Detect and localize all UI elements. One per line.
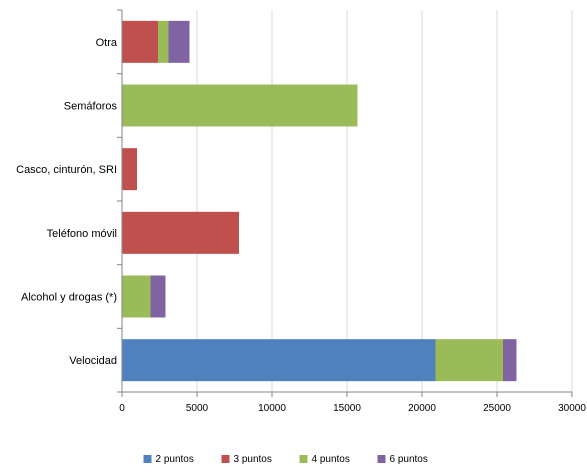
legend-label: 3 puntos — [234, 454, 272, 465]
bar-segment — [122, 148, 137, 191]
bar-segment — [435, 339, 503, 382]
x-tick-label: 25000 — [483, 403, 511, 414]
x-tick-label: 15000 — [333, 403, 361, 414]
category-label: Otra — [96, 37, 118, 49]
axes-group — [117, 9, 573, 397]
bar-segment — [122, 275, 151, 318]
legend-swatch — [377, 455, 386, 463]
category-labels: Otra Semáforos Casco, cinturón, SRI Teléfon… — [16, 37, 118, 367]
category-label: Semáforos — [64, 101, 118, 113]
legend-swatch — [299, 455, 308, 463]
legend-label: 4 puntos — [312, 454, 350, 465]
x-tick-label: 0 — [119, 403, 125, 414]
x-tick-label: 20000 — [408, 403, 436, 414]
category-label: Casco, cinturón, SRI — [16, 164, 117, 176]
legend-label: 6 puntos — [390, 454, 428, 465]
legend-swatch — [143, 455, 152, 463]
category-label: Alcohol y drogas (*) — [21, 292, 117, 304]
bar-segment — [503, 339, 517, 382]
bar-segment — [122, 339, 436, 382]
bar-segment — [158, 20, 169, 63]
legend: 2 puntos 3 puntos 4 puntos 6 puntos — [143, 454, 428, 465]
bar-segment — [122, 84, 358, 127]
bar-segment — [122, 20, 158, 63]
bars-group — [122, 20, 517, 382]
legend-swatch — [221, 455, 230, 463]
category-label: Teléfono móvil — [47, 228, 117, 240]
bar-segment — [122, 211, 239, 254]
x-tick-label: 30000 — [558, 403, 586, 414]
bar-segment — [168, 20, 190, 63]
bar-segment — [150, 275, 166, 318]
gridlines — [196, 10, 573, 392]
tick-labels: 0 5000 10000 15000 20000 25000 30000 — [119, 403, 586, 414]
x-tick-label: 5000 — [186, 403, 209, 414]
category-label: Velocidad — [69, 355, 117, 367]
x-tick-label: 10000 — [258, 403, 286, 414]
legend-label: 2 puntos — [156, 454, 194, 465]
